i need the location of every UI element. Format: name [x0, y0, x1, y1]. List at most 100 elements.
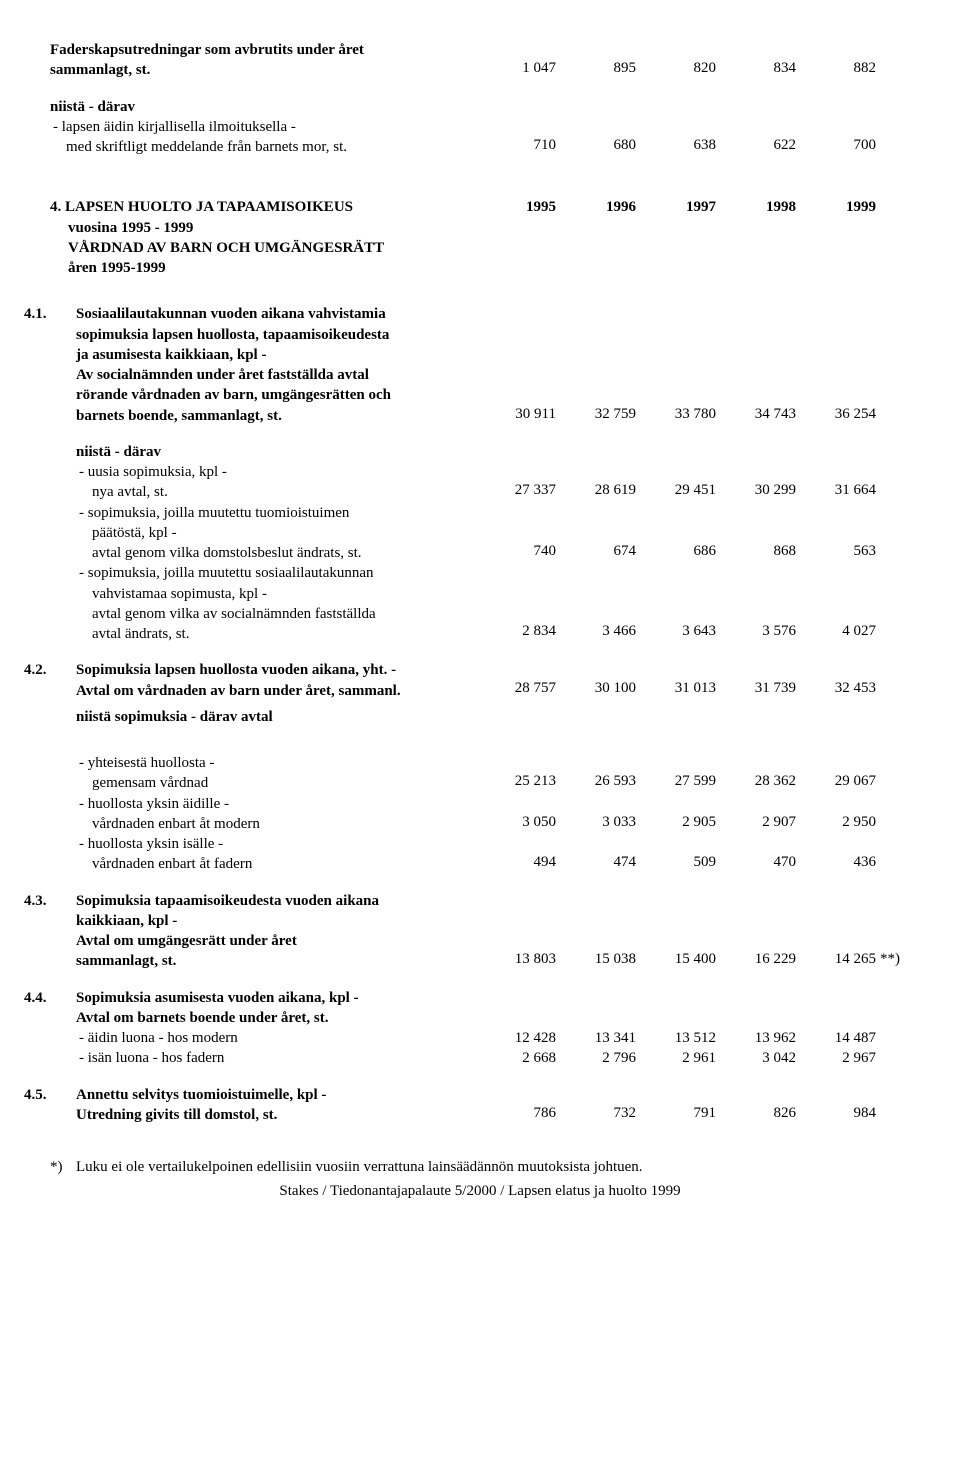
- s41c4: avtal ändrats, st.: [76, 624, 476, 644]
- s44-l2: Avtal om barnets boende under året, st.: [76, 1010, 329, 1026]
- s41-v4: 36 254: [796, 404, 876, 424]
- b1-sub-cols: 710 680 638 622 700: [476, 117, 910, 155]
- s41b1: sopimuksia, joilla muutettu tuomioistuim…: [76, 503, 476, 523]
- s41a-v0: 27 337: [476, 480, 556, 500]
- s41b-v3: 868: [716, 541, 796, 561]
- b1-niista: niistä - därav: [50, 97, 910, 117]
- s42a-v1: 26 593: [556, 771, 636, 791]
- s44a-v3: 13 962: [716, 1028, 796, 1048]
- s4h2: vuosina 1995 - 1999: [50, 218, 476, 238]
- s41-cols: 30 911 32 759 33 780 34 743 36 254: [476, 304, 910, 424]
- s41a-v2: 29 451: [636, 480, 716, 500]
- b1s-v3: 622: [716, 135, 796, 155]
- s45-v4: 984: [796, 1103, 876, 1123]
- s45-l2: Utredning givits till domstol, st.: [76, 1107, 277, 1123]
- s42a-v0: 25 213: [476, 771, 556, 791]
- s41a-v1: 28 619: [556, 480, 636, 500]
- b1s-v1: 680: [556, 135, 636, 155]
- s43-l3: Avtal om umgängesrätt under året: [76, 933, 297, 949]
- s43-v4: 14 265: [796, 949, 876, 969]
- s41-row: 4.1.Sosiaalilautakunnan vuoden aikana va…: [50, 304, 910, 426]
- s44a1: äidin luona - hos modern: [76, 1028, 476, 1048]
- s43-l4: sammanlagt, st.: [76, 953, 176, 969]
- s42-v4: 32 453: [796, 678, 876, 698]
- s44b-v1: 2 796: [556, 1048, 636, 1068]
- s42c-v1: 474: [556, 852, 636, 872]
- s43-num: 4.3.: [50, 891, 76, 911]
- footer: *) Luku ei ole vertailukelpoinen edellis…: [50, 1157, 910, 1202]
- s45-v1: 732: [556, 1103, 636, 1123]
- b1s-v4: 700: [796, 135, 876, 155]
- s42-v2: 31 013: [636, 678, 716, 698]
- s42a-v4: 29 067: [796, 771, 876, 791]
- s44b-v2: 2 961: [636, 1048, 716, 1068]
- s41a-v3: 30 299: [716, 480, 796, 500]
- b1-title: Faderskapsutredningar som avbrutits unde…: [50, 40, 476, 81]
- s41c2: vahvistamaa sopimusta, kpl -: [76, 584, 476, 604]
- b1-sub-label: lapsen äidin kirjallisella ilmoituksella…: [50, 117, 476, 158]
- s44a-row: äidin luona - hos modern 12 428 13 341 1…: [50, 1028, 910, 1048]
- foot-txt: Luku ei ole vertailukelpoinen edellisiin…: [76, 1157, 910, 1177]
- s41-l6: barnets boende, sammanlagt, st.: [76, 408, 282, 424]
- s41-l3: ja asumisesta kaikkiaan, kpl -: [76, 347, 266, 363]
- sec4-head: 4. LAPSEN HUOLTO JA TAPAAMISOIKEUS vuosi…: [50, 197, 476, 278]
- s42-num: 4.2.: [50, 660, 76, 680]
- s41c-v0: 2 834: [476, 621, 556, 641]
- s42b-v0: 3 050: [476, 812, 556, 832]
- s43-v0: 13 803: [476, 949, 556, 969]
- s42-v1: 30 100: [556, 678, 636, 698]
- b1-v4: 882: [796, 58, 876, 78]
- b1s-v0: 710: [476, 135, 556, 155]
- s43-v1: 15 038: [556, 949, 636, 969]
- s41c-row: sopimuksia, joilla muutettu sosiaalilaut…: [50, 563, 910, 644]
- s41-v2: 33 780: [636, 404, 716, 424]
- b1-v2: 820: [636, 58, 716, 78]
- s42b-row: huollosta yksin äidille - vårdnaden enba…: [50, 794, 910, 835]
- y0: 1995: [476, 197, 556, 217]
- s41a2: nya avtal, st.: [76, 482, 476, 502]
- s43-v2: 15 400: [636, 949, 716, 969]
- s42c2: vårdnaden enbart åt fadern: [76, 854, 476, 874]
- sec4-head-row: 4. LAPSEN HUOLTO JA TAPAAMISOIKEUS vuosi…: [50, 197, 910, 278]
- b1s-v2: 638: [636, 135, 716, 155]
- s44b-v3: 3 042: [716, 1048, 796, 1068]
- s42b-v4: 2 950: [796, 812, 876, 832]
- s43-l1: Sopimuksia tapaamisoikeudesta vuoden aik…: [76, 893, 379, 909]
- s43-l2: kaikkiaan, kpl -: [76, 913, 177, 929]
- s45-l1: Annettu selvitys tuomioistuimelle, kpl -: [76, 1087, 326, 1103]
- s41-num: 4.1.: [50, 304, 76, 324]
- s4h3: VÅRDNAD AV BARN OCH UMGÄNGESRÄTT: [50, 238, 476, 258]
- s44b-v0: 2 668: [476, 1048, 556, 1068]
- s41b2: päätöstä, kpl -: [76, 523, 476, 543]
- s42c-v4: 436: [796, 852, 876, 872]
- s44a-v2: 13 512: [636, 1028, 716, 1048]
- s42-row: 4.2.Sopimuksia lapsen huollosta vuoden a…: [50, 660, 910, 701]
- s43-row: 4.3.Sopimuksia tapaamisoikeudesta vuoden…: [50, 891, 910, 972]
- s45-row: 4.5.Annettu selvitys tuomioistuimelle, k…: [50, 1085, 910, 1126]
- s41-v3: 34 743: [716, 404, 796, 424]
- s42-l1: Sopimuksia lapsen huollosta vuoden aikan…: [76, 662, 396, 678]
- s41b-v1: 674: [556, 541, 636, 561]
- b1-sub1a: lapsen äidin kirjallisella ilmoituksella…: [50, 117, 476, 137]
- b1-top-cols: 1 047 895 820 834 882: [476, 40, 910, 78]
- s42b-v2: 2 905: [636, 812, 716, 832]
- s42b-v1: 3 033: [556, 812, 636, 832]
- s42a-row: yhteisestä huollosta - gemensam vårdnad …: [50, 753, 910, 794]
- s41b-v4: 563: [796, 541, 876, 561]
- s41-v0: 30 911: [476, 404, 556, 424]
- s42-v3: 31 739: [716, 678, 796, 698]
- s41a-v4: 31 664: [796, 480, 876, 500]
- s42c-v3: 470: [716, 852, 796, 872]
- s41c-v2: 3 643: [636, 621, 716, 641]
- b1-title-row: Faderskapsutredningar som avbrutits unde…: [50, 40, 910, 81]
- s41-niista: niistä - därav: [50, 442, 910, 462]
- s41a-row: uusia sopimuksia, kpl - nya avtal, st. 2…: [50, 462, 910, 503]
- y4: 1999: [796, 197, 876, 217]
- b1-sub1b: med skriftligt meddelande från barnets m…: [50, 137, 476, 157]
- s42a2: gemensam vårdnad: [76, 773, 476, 793]
- s42b1: huollosta yksin äidille -: [76, 794, 476, 814]
- s43-v3: 16 229: [716, 949, 796, 969]
- s41c-v1: 3 466: [556, 621, 636, 641]
- s41b-row: sopimuksia, joilla muutettu tuomioistuim…: [50, 503, 910, 564]
- s44a-v0: 12 428: [476, 1028, 556, 1048]
